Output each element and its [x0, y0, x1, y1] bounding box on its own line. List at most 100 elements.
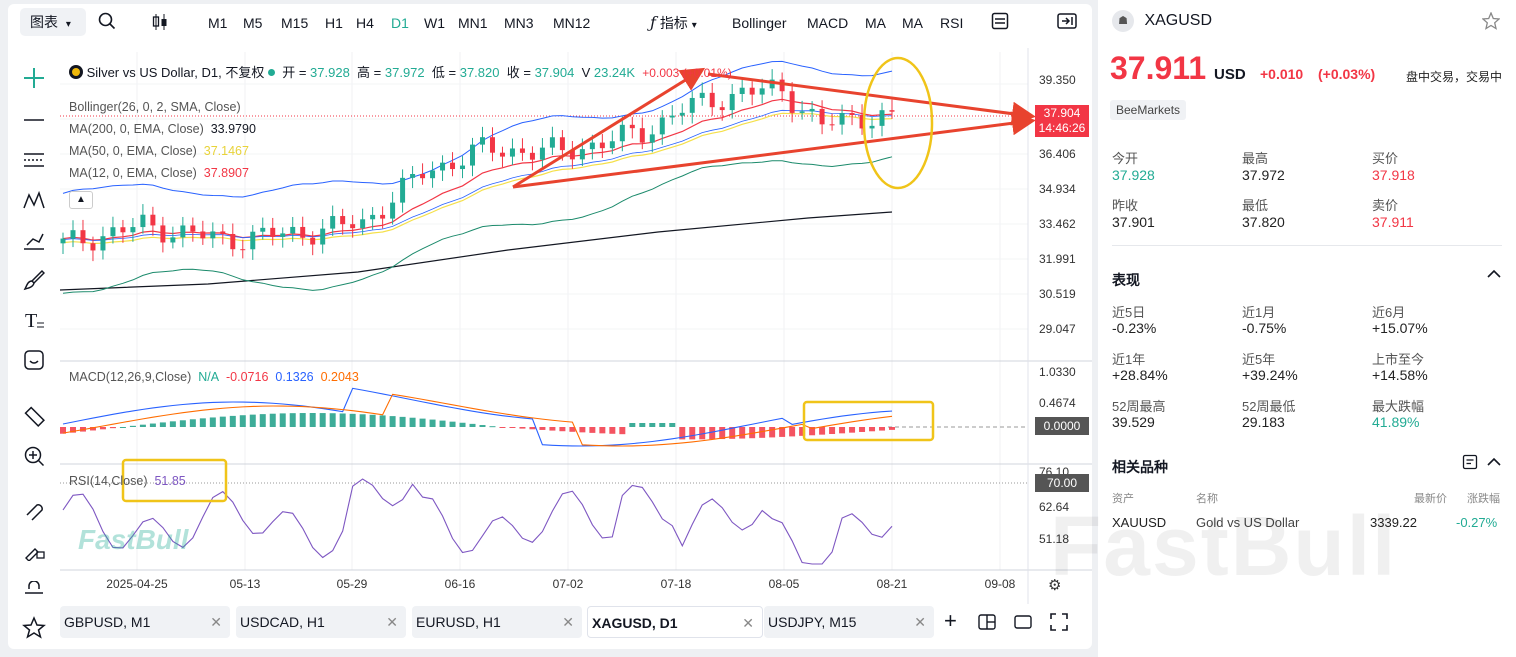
- candle-body: [639, 128, 645, 143]
- close-icon[interactable]: ✕: [210, 614, 222, 630]
- emoji-icon[interactable]: [20, 346, 48, 374]
- candle-body: [729, 93, 735, 111]
- magnet-icon[interactable]: [20, 496, 48, 524]
- date-label: 09-08: [984, 577, 1016, 591]
- ma12-legend[interactable]: MA(12, 0, EMA, Close) 37.8907: [69, 166, 249, 180]
- macd-histogram-bar: [309, 413, 316, 427]
- layout-icon[interactable]: [991, 12, 1009, 34]
- symbol-tab[interactable]: GBPUSD, M1 ✕: [60, 606, 230, 638]
- interval-m1[interactable]: M1: [208, 15, 228, 31]
- expand-icon[interactable]: [1050, 613, 1068, 636]
- candle-body: [789, 91, 795, 113]
- crosshair-icon[interactable]: [20, 64, 48, 92]
- candle-body: [140, 214, 146, 228]
- split-view-icon[interactable]: [978, 614, 996, 635]
- candle-body: [160, 225, 166, 243]
- interval-m5[interactable]: M5: [243, 15, 263, 31]
- bollinger-shortcut[interactable]: Bollinger: [732, 15, 787, 31]
- chevron-up-icon[interactable]: [1486, 266, 1502, 287]
- interval-mn1[interactable]: MN1: [458, 15, 488, 31]
- candle-body: [110, 227, 116, 237]
- bollinger-legend[interactable]: Bollinger(26, 0, 2, SMA, Close): [69, 100, 241, 114]
- related-name: Gold vs US Dollar: [1196, 515, 1300, 530]
- ruler-icon[interactable]: [20, 402, 48, 430]
- indicators-button[interactable]: ƒ 指标 ▾: [650, 12, 697, 34]
- broker-badge[interactable]: BeeMarkets: [1110, 100, 1187, 120]
- symbol-tab[interactable]: USDCAD, H1 ✕: [236, 606, 406, 638]
- rsi-value: 51.85: [154, 474, 186, 488]
- symbol-tab[interactable]: EURUSD, H1 ✕: [412, 606, 582, 638]
- close-icon[interactable]: ✕: [386, 614, 398, 630]
- text-tool-icon[interactable]: T: [20, 306, 48, 334]
- candle-body: [559, 137, 565, 151]
- macd-histogram-bar: [869, 427, 876, 432]
- candle-body: [70, 230, 76, 239]
- macd-histogram-bar: [519, 427, 526, 429]
- candlestick-icon[interactable]: [150, 12, 170, 34]
- interval-mn3[interactable]: MN3: [504, 15, 534, 31]
- candle-body: [749, 87, 755, 95]
- price-chart[interactable]: [8, 4, 1092, 604]
- close-icon[interactable]: ✕: [742, 615, 754, 631]
- chart-type-dropdown[interactable]: 图表 ▾: [20, 8, 86, 36]
- close-icon[interactable]: ✕: [914, 614, 926, 630]
- candle-body: [669, 115, 675, 118]
- interval-h4[interactable]: H4: [356, 15, 374, 31]
- interval-d1[interactable]: D1: [391, 15, 409, 31]
- fib-lines-icon[interactable]: [20, 146, 48, 174]
- favorite-star-icon[interactable]: [20, 614, 48, 642]
- macd-shortcut[interactable]: MACD: [807, 15, 849, 31]
- macd-histogram-bar: [489, 426, 496, 428]
- interval-w1[interactable]: W1: [424, 15, 445, 31]
- zoom-in-icon[interactable]: [20, 442, 48, 470]
- chevron-up-icon[interactable]: [1486, 454, 1502, 475]
- projection-icon[interactable]: [20, 226, 48, 254]
- ma200-label: MA(200, 0, EMA, Close): [69, 122, 204, 136]
- search-icon[interactable]: [98, 12, 116, 34]
- brush-icon[interactable]: [20, 266, 48, 294]
- horizontal-line-icon[interactable]: [20, 106, 48, 134]
- rsi-legend[interactable]: RSI(14,Close) 51.85: [69, 474, 186, 488]
- note-icon[interactable]: [1462, 454, 1478, 475]
- rsi-shortcut[interactable]: RSI: [940, 15, 964, 31]
- macd-legend[interactable]: MACD(12,26,9,Close) N/A -0.0716 0.1326 0…: [69, 370, 359, 384]
- candle-body: [719, 107, 725, 111]
- symbol-header: ☗ XAGUSD: [1112, 10, 1212, 32]
- ma50-legend[interactable]: MA(50, 0, EMA, Close) 37.1467: [69, 144, 249, 158]
- interval-m15[interactable]: M15: [281, 15, 309, 31]
- related-row[interactable]: XAUUSD Gold vs US Dollar 3339.22 -0.27%: [1098, 510, 1516, 536]
- price-change-pct: (+0.03%): [1318, 66, 1376, 82]
- ma-shortcut[interactable]: MA: [865, 15, 886, 31]
- market-status: 盘中交易，交易中: [1406, 70, 1503, 84]
- collapse-legend-button[interactable]: ▲: [69, 191, 93, 209]
- macd-histogram-bar: [849, 427, 856, 433]
- chart-settings-icon[interactable]: ⚙: [1048, 577, 1062, 594]
- candle-body: [300, 226, 306, 238]
- candle-body: [370, 214, 376, 220]
- ma-shortcut-2[interactable]: MA: [902, 15, 923, 31]
- candle-body: [799, 111, 805, 113]
- ma200-legend[interactable]: MA(200, 0, EMA, Close) 33.9790: [69, 122, 256, 136]
- window-icon[interactable]: [1014, 614, 1032, 635]
- lock-drawing-icon[interactable]: [20, 536, 48, 564]
- symbol-tab[interactable]: USDJPY, M15 ✕: [764, 606, 934, 638]
- ask-value: 37.911: [1372, 214, 1414, 230]
- close-icon[interactable]: ✕: [562, 614, 574, 630]
- macd-histogram-bar: [889, 427, 895, 430]
- price-axis-label: 31.991: [1039, 252, 1076, 266]
- low-value: 37.820: [459, 65, 500, 80]
- interval-h1[interactable]: H1: [325, 15, 343, 31]
- lock-icon[interactable]: [20, 574, 48, 602]
- interval-mn12[interactable]: MN12: [553, 15, 591, 31]
- performance-label: 近5年: [1242, 352, 1276, 367]
- watchlist-star-icon[interactable]: [1481, 11, 1501, 35]
- indicators-label: 指标: [659, 15, 688, 31]
- add-tab-icon[interactable]: +: [944, 608, 957, 633]
- ma50-label: MA(50, 0, EMA, Close): [69, 144, 197, 158]
- chevron-down-icon: ▾: [65, 19, 71, 30]
- macd-histogram-bar: [149, 423, 156, 427]
- candle-body: [539, 147, 545, 160]
- fullscreen-exit-icon[interactable]: [1057, 12, 1077, 34]
- pattern-icon[interactable]: [20, 186, 48, 214]
- symbol-tab-active[interactable]: XAGUSD, D1 ✕: [587, 606, 763, 638]
